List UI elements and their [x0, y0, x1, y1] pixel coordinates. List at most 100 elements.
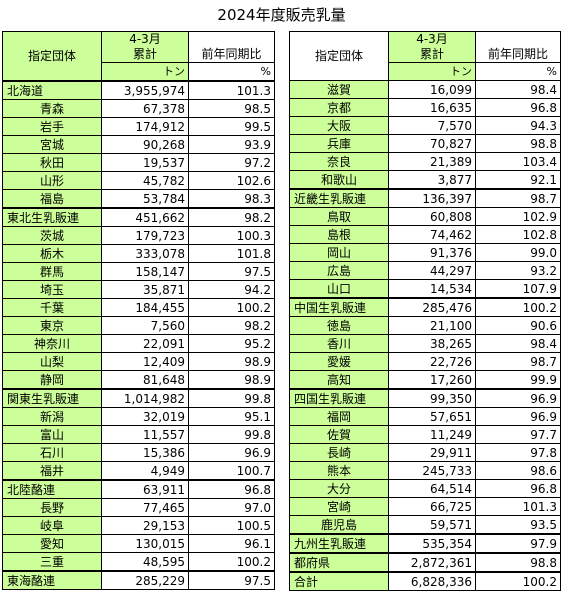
sales-volume: 21,100: [388, 316, 476, 335]
org-name: 香川: [289, 334, 389, 353]
region-row: 都府県 2,872,361 98.8: [289, 552, 561, 573]
org-name: 山形: [2, 171, 102, 190]
org-name: 東北生乳販連: [2, 207, 102, 227]
sales-volume: 63,911: [101, 479, 189, 499]
table-row: 青森 67,378 98.5: [2, 99, 275, 118]
org-name: 茨城: [2, 226, 102, 245]
header-unit-volume: トン: [101, 62, 189, 82]
header-yoy: 前年同期比: [188, 31, 275, 63]
table-row: 広島 44,297 93.2: [289, 261, 561, 280]
org-name: 山口: [289, 279, 389, 299]
org-name: 大阪: [289, 116, 389, 135]
sales-volume: 7,570: [388, 116, 476, 135]
org-name: 東京: [2, 316, 102, 335]
org-name: 愛知: [2, 534, 102, 553]
yoy-percent: 100.5: [188, 516, 275, 535]
yoy-percent: 98.4: [475, 334, 561, 353]
sales-volume: 451,662: [101, 207, 189, 227]
sales-volume: 3,955,974: [101, 80, 189, 100]
table-row: 富山 11,557 99.8: [2, 425, 275, 444]
header-name: 指定団体: [2, 31, 102, 82]
sales-volume: 91,376: [388, 243, 476, 262]
org-name: 北海道: [2, 80, 102, 100]
yoy-percent: 98.9: [188, 352, 275, 371]
table-row: 島根 74,462 102.8: [289, 225, 561, 244]
org-name: 宮崎: [289, 497, 389, 516]
yoy-percent: 99.8: [188, 425, 275, 444]
right-table-body: 指定団体 4-3月 累計 前年同期比 トン % 滋賀 16,099 98.4 京都 16…: [289, 31, 561, 591]
sales-volume: 90,268: [101, 135, 189, 154]
yoy-percent: 102.9: [475, 207, 561, 226]
org-name: 栃木: [2, 244, 102, 263]
left-table: 指定団体 4-3月 累計 前年同期比 トン % 北海道 3,955,974 101.…: [2, 31, 275, 590]
right-table: 指定団体 4-3月 累計 前年同期比 トン % 滋賀 16,099 98.4 京都 16…: [289, 31, 561, 591]
org-name: 和歌山: [289, 170, 389, 190]
org-name: 大分: [289, 479, 389, 498]
sales-volume: 1,014,982: [101, 388, 189, 408]
yoy-percent: 101.3: [475, 497, 561, 516]
table-row: 神奈川 22,091 95.2: [2, 334, 275, 353]
yoy-percent: 98.3: [188, 189, 275, 209]
region-row: 北海道 3,955,974 101.3: [2, 80, 275, 100]
org-name: 岐阜: [2, 516, 102, 535]
yoy-percent: 102.8: [475, 225, 561, 244]
yoy-percent: 97.9: [475, 533, 561, 554]
org-name: 福岡: [289, 407, 389, 426]
yoy-percent: 93.5: [475, 515, 561, 535]
org-name: 兵庫: [289, 134, 389, 153]
yoy-percent: 94.3: [475, 116, 561, 135]
org-name: 三重: [2, 552, 102, 572]
region-row: 九州生乳販連 535,354 97.9: [289, 533, 561, 554]
sales-volume: 22,726: [388, 352, 476, 371]
yoy-percent: 100.2: [188, 298, 275, 317]
org-name: 京都: [289, 98, 389, 117]
yoy-percent: 98.5: [188, 99, 275, 118]
yoy-percent: 99.8: [188, 388, 275, 408]
yoy-percent: 98.2: [188, 316, 275, 335]
sales-volume: 15,386: [101, 443, 189, 462]
table-row: 鳥取 60,808 102.9: [289, 207, 561, 226]
table-row: 福岡 57,651 96.9: [289, 407, 561, 426]
org-name: 東海酪連: [2, 570, 102, 590]
table-row: 茨城 179,723 100.3: [2, 226, 275, 245]
sales-volume: 285,476: [388, 297, 476, 317]
sales-volume: 130,015: [101, 534, 189, 553]
org-name: 岩手: [2, 117, 102, 136]
org-name: 神奈川: [2, 334, 102, 353]
table-row: 和歌山 3,877 92.1: [289, 170, 561, 190]
org-name: 千葉: [2, 298, 102, 317]
org-name: 滋賀: [289, 80, 389, 99]
table-row: 三重 48,595 100.2: [2, 552, 275, 572]
left-table-body: 指定団体 4-3月 累計 前年同期比 トン % 北海道 3,955,974 101.…: [2, 31, 275, 590]
yoy-percent: 97.2: [188, 153, 275, 172]
table-row: 奈良 21,389 103.4: [289, 152, 561, 171]
table-row: 宮崎 66,725 101.3: [289, 497, 561, 516]
org-name: 山梨: [2, 352, 102, 371]
yoy-percent: 99.5: [188, 117, 275, 136]
yoy-percent: 100.7: [188, 461, 275, 481]
sales-volume: 136,397: [388, 188, 476, 208]
yoy-percent: 97.0: [188, 498, 275, 517]
region-row: 東海酪連 285,229 97.5: [2, 570, 275, 590]
yoy-percent: 99.9: [475, 370, 561, 390]
table-row: 愛知 130,015 96.1: [2, 534, 275, 553]
table-row: 京都 16,635 96.8: [289, 98, 561, 117]
table-row: 福島 53,784 98.3: [2, 189, 275, 209]
yoy-percent: 96.9: [188, 443, 275, 462]
org-name: 中国生乳販連: [289, 297, 389, 317]
yoy-percent: 100.2: [188, 552, 275, 572]
org-name: 佐賀: [289, 425, 389, 444]
yoy-percent: 107.9: [475, 279, 561, 299]
sales-volume: 11,557: [101, 425, 189, 444]
header-unit-volume: トン: [388, 62, 476, 81]
sales-volume: 48,595: [101, 552, 189, 572]
region-row: 北陸酪連 63,911 96.8: [2, 479, 275, 499]
org-name: 長野: [2, 498, 102, 517]
org-name: 島根: [289, 225, 389, 244]
sales-volume: 45,782: [101, 171, 189, 190]
page-title: 2024年度販売乳量: [217, 6, 346, 24]
table-row: 長野 77,465 97.0: [2, 498, 275, 517]
region-row: 関東生乳販連 1,014,982 99.8: [2, 388, 275, 408]
table-row: 愛媛 22,726 98.7: [289, 352, 561, 371]
sales-volume: 179,723: [101, 226, 189, 245]
